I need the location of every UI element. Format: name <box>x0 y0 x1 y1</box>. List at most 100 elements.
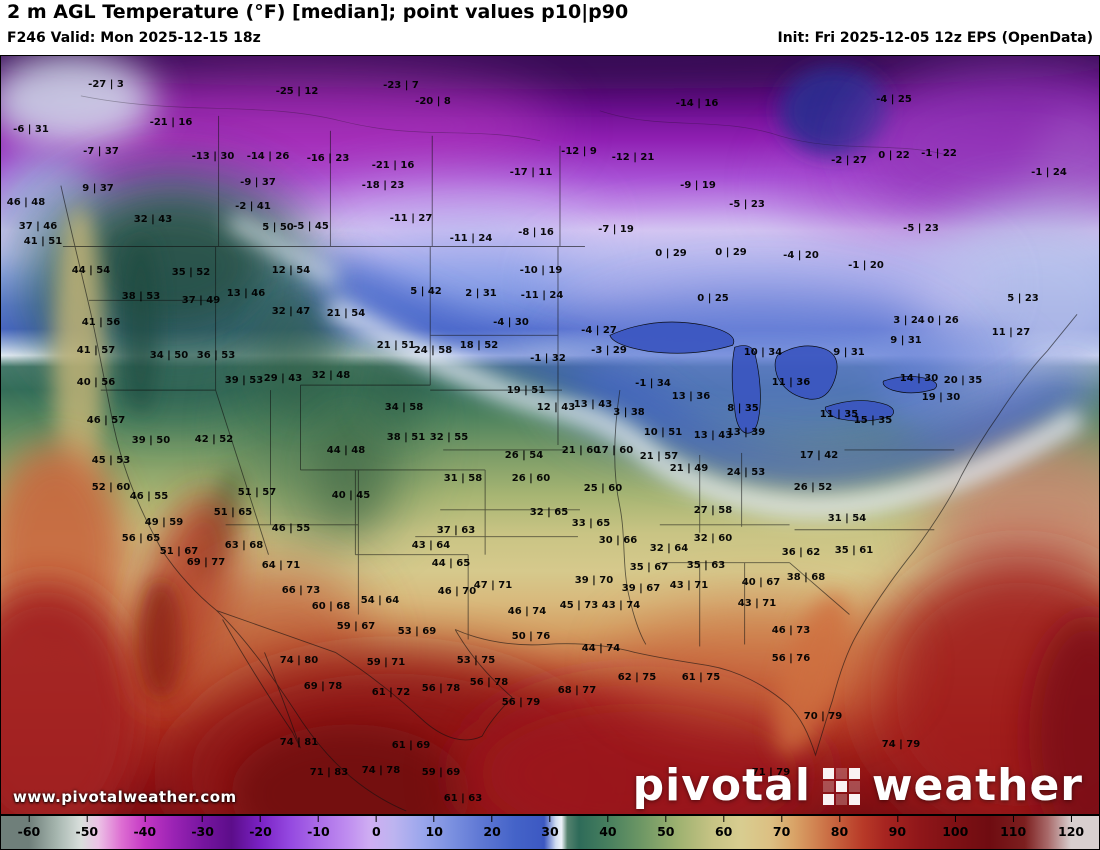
point-value-label: -4 | 27 <box>581 325 617 336</box>
point-value-label: 56 | 76 <box>771 653 811 664</box>
point-value-label: -9 | 37 <box>240 177 276 188</box>
colorbar-tick: 90 <box>889 816 906 839</box>
point-value-label: 10 | 34 <box>743 347 783 358</box>
point-value-label: -1 | 20 <box>848 260 884 271</box>
point-value-label: 59 | 71 <box>366 657 406 668</box>
point-value-label: -12 | 21 <box>611 152 655 163</box>
point-value-label: 44 | 54 <box>71 265 111 276</box>
colorbar-tick: -10 <box>307 816 330 839</box>
point-value-label: 8 | 35 <box>727 403 759 414</box>
point-value-label: 46 | 55 <box>271 523 311 534</box>
point-value-label: 70 | 79 <box>803 711 843 722</box>
point-value-label: 32 | 55 <box>429 432 469 443</box>
colorbar-tick-label: 40 <box>599 824 617 839</box>
point-value-label: 51 | 65 <box>213 507 253 518</box>
watermark-url: www.pivotalweather.com <box>13 788 237 806</box>
colorbar-tick: 20 <box>483 816 501 839</box>
point-value-label: 56 | 78 <box>469 677 509 688</box>
point-value-label: 35 | 63 <box>686 560 726 571</box>
pivotalweather-flag-icon <box>822 767 860 805</box>
point-value-label: 40 | 56 <box>76 377 116 388</box>
colorbar-tick-label: 20 <box>483 824 501 839</box>
point-value-label: -8 | 16 <box>518 227 554 238</box>
point-value-label: 31 | 54 <box>827 513 867 524</box>
point-value-label: 71 | 83 <box>309 767 349 778</box>
point-value-label: 32 | 48 <box>311 370 351 381</box>
point-value-label: -5 | 45 <box>293 221 329 232</box>
point-value-label: 53 | 75 <box>456 655 496 666</box>
point-value-label: -12 | 9 <box>561 146 597 157</box>
point-value-label: 11 | 36 <box>771 377 811 388</box>
colorbar-tick: 120 <box>1058 816 1084 839</box>
point-value-label: 45 | 53 <box>91 455 131 466</box>
point-value-label: -11 | 27 <box>389 213 433 224</box>
point-value-label: 44 | 48 <box>326 445 366 456</box>
point-value-label: -20 | 8 <box>415 96 451 107</box>
colorbar-tick-label: 90 <box>888 824 907 839</box>
point-value-label: 0 | 25 <box>697 293 729 304</box>
colorbar-tick: -50 <box>75 816 99 839</box>
point-value-label: 13 | 43 <box>693 430 733 441</box>
model-init-time: Init: Fri 2025-12-05 12z EPS (OpenData) <box>777 30 1094 46</box>
colorbar-tick: 10 <box>426 816 443 839</box>
point-value-label: 32 | 64 <box>649 543 689 554</box>
point-value-label: -10 | 19 <box>519 265 563 276</box>
colorbar-tick-label: 30 <box>541 824 559 839</box>
point-value-label: 69 | 78 <box>303 681 343 692</box>
geo-borders <box>60 95 1078 812</box>
point-value-label: -23 | 7 <box>383 80 419 91</box>
point-value-label: 32 | 47 <box>271 306 311 317</box>
colorbar-tick-label: -30 <box>191 824 214 839</box>
colorbar-tick-label: 50 <box>657 824 675 839</box>
point-value-label: -5 | 23 <box>729 199 765 210</box>
point-value-label: 46 | 55 <box>129 491 169 502</box>
point-value-label: 56 | 79 <box>501 697 541 708</box>
point-value-label: 26 | 54 <box>504 450 544 461</box>
point-value-label: 49 | 59 <box>144 517 184 528</box>
point-value-label: -11 | 24 <box>449 233 493 244</box>
colorbar-tick: 60 <box>715 816 732 839</box>
point-value-label: 53 | 69 <box>397 626 437 637</box>
logo-word-weather: weather <box>871 760 1083 811</box>
map-canvas: -27 | 3 -25 | 12 -23 | 7 -20 | 8 -14 | 16 -4 … <box>0 55 1100 815</box>
point-value-label: 45 | 73 <box>559 600 599 611</box>
colorbar-tick-label: -20 <box>249 824 272 839</box>
point-value-label: 74 | 81 <box>279 737 319 748</box>
point-value-label: 61 | 75 <box>681 672 721 683</box>
point-value-label: 59 | 69 <box>421 767 461 778</box>
colorbar-tick-label: 120 <box>1058 824 1085 839</box>
point-value-label: 34 | 50 <box>149 350 189 361</box>
header: 2 m AGL Temperature (°F) [median]; point… <box>0 0 1100 55</box>
colorbar-tick-label: -10 <box>307 824 330 839</box>
point-value-label: 11 | 35 <box>819 409 859 420</box>
colorbar-tick-label: -50 <box>75 824 99 839</box>
point-value-label: -16 | 23 <box>306 153 350 164</box>
point-value-label: 69 | 77 <box>186 557 226 568</box>
point-value-label: 32 | 60 <box>693 533 733 544</box>
point-value-label: 54 | 64 <box>360 595 400 606</box>
colorbar-tick: 40 <box>599 816 617 839</box>
point-value-label: 34 | 58 <box>384 402 424 413</box>
point-value-label: 51 | 57 <box>237 487 277 498</box>
colorbar-tick: 70 <box>773 816 790 839</box>
point-value-label: -4 | 20 <box>783 250 819 261</box>
point-value-label: -4 | 25 <box>876 94 912 105</box>
point-value-label: 39 | 53 <box>224 375 264 386</box>
point-value-label: 43 | 74 <box>601 600 641 611</box>
point-value-label: 37 | 46 <box>18 221 58 232</box>
forecast-valid-time: F246 Valid: Mon 2025-12-15 18z <box>7 30 261 46</box>
point-value-label: 30 | 66 <box>598 535 638 546</box>
point-value-label: 39 | 70 <box>574 575 614 586</box>
point-value-label: -21 | 16 <box>149 117 193 128</box>
point-value-label: 3 | 24 <box>893 315 925 326</box>
point-value-label: 35 | 61 <box>834 545 874 556</box>
point-value-label: 63 | 68 <box>224 540 264 551</box>
point-value-label: 74 | 80 <box>279 655 319 666</box>
point-value-label: -6 | 31 <box>13 124 49 135</box>
point-value-label: 46 | 57 <box>86 415 126 426</box>
point-value-label: 19 | 30 <box>921 392 961 403</box>
point-value-label: 9 | 31 <box>890 335 922 346</box>
colorbar-tick-label: 0 <box>371 824 381 839</box>
colorbar-tick-label: 60 <box>714 824 733 839</box>
point-value-label: 41 | 51 <box>23 236 63 247</box>
